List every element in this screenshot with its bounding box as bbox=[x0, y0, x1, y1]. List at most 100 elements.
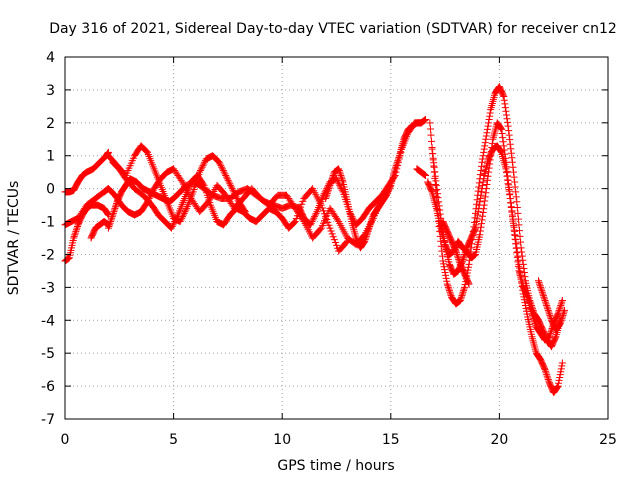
data-point bbox=[477, 167, 485, 175]
data-point bbox=[298, 200, 306, 208]
data-point bbox=[519, 290, 527, 298]
data-point bbox=[293, 212, 301, 220]
data-point bbox=[435, 202, 443, 210]
data-point bbox=[218, 163, 226, 171]
data-point bbox=[327, 227, 335, 235]
data-point bbox=[473, 218, 481, 226]
data-point bbox=[513, 248, 521, 256]
data-point bbox=[474, 187, 482, 195]
data-point bbox=[71, 231, 79, 239]
data-point bbox=[324, 188, 332, 196]
data-point bbox=[505, 131, 513, 139]
series-track-13 bbox=[428, 142, 566, 397]
data-point bbox=[317, 201, 325, 209]
data-point bbox=[311, 213, 319, 221]
data-point bbox=[545, 377, 553, 385]
data-point bbox=[510, 223, 518, 231]
data-point bbox=[480, 175, 488, 183]
data-point bbox=[70, 232, 78, 240]
data-point bbox=[181, 208, 189, 216]
data-point bbox=[506, 140, 514, 148]
data-point bbox=[479, 208, 487, 216]
data-point bbox=[508, 154, 516, 162]
data-point bbox=[106, 219, 114, 227]
data-point bbox=[544, 374, 552, 382]
data-point bbox=[364, 227, 372, 235]
data-point bbox=[555, 376, 563, 384]
data-point bbox=[508, 158, 516, 166]
data-point bbox=[502, 107, 510, 115]
data-point bbox=[422, 116, 430, 124]
data-point bbox=[541, 297, 549, 305]
data-point bbox=[71, 229, 79, 237]
data-point bbox=[507, 149, 515, 157]
data-point bbox=[502, 169, 510, 177]
data-point bbox=[475, 204, 483, 212]
data-point bbox=[479, 212, 487, 220]
data-point bbox=[504, 122, 512, 130]
data-point bbox=[536, 280, 544, 288]
data-point bbox=[199, 180, 207, 188]
data-point bbox=[432, 187, 440, 195]
data-point bbox=[433, 185, 441, 193]
data-point bbox=[505, 183, 513, 191]
series-track-4 bbox=[87, 218, 112, 242]
data-point bbox=[337, 171, 345, 179]
data-point bbox=[558, 315, 566, 323]
data-point bbox=[322, 213, 330, 221]
data-point bbox=[328, 230, 336, 238]
y-tick-label: 2 bbox=[46, 116, 55, 132]
data-point bbox=[556, 305, 564, 313]
data-point bbox=[442, 274, 450, 282]
data-point bbox=[322, 195, 330, 203]
data-point bbox=[335, 180, 343, 188]
data-point bbox=[543, 371, 551, 379]
data-point bbox=[502, 111, 510, 119]
data-point bbox=[219, 167, 227, 175]
data-point bbox=[323, 191, 331, 199]
y-tick-label: 3 bbox=[46, 83, 55, 99]
data-point bbox=[537, 285, 545, 293]
data-point bbox=[309, 216, 317, 224]
data-point bbox=[225, 178, 233, 186]
data-point bbox=[104, 224, 112, 232]
grid-lines bbox=[65, 57, 608, 419]
data-point bbox=[500, 96, 508, 104]
data-point bbox=[311, 211, 319, 219]
data-point bbox=[427, 131, 435, 139]
data-point bbox=[508, 211, 516, 219]
data-point bbox=[479, 152, 487, 160]
data-point bbox=[452, 247, 460, 255]
data-point bbox=[327, 178, 335, 186]
data-point bbox=[479, 178, 487, 186]
data-point bbox=[365, 226, 373, 234]
data-point bbox=[111, 203, 119, 211]
y-tick-label: -5 bbox=[41, 346, 55, 362]
data-point bbox=[325, 185, 333, 193]
data-point bbox=[338, 176, 346, 184]
data-point bbox=[432, 177, 440, 185]
data-point bbox=[536, 282, 544, 290]
x-tick-label: 5 bbox=[169, 432, 178, 448]
data-point bbox=[292, 215, 300, 223]
data-point bbox=[324, 186, 332, 194]
y-tick-label: 4 bbox=[46, 50, 55, 66]
data-point bbox=[558, 313, 566, 321]
data-point bbox=[505, 187, 513, 195]
x-tick-label: 20 bbox=[490, 432, 508, 448]
data-point bbox=[472, 224, 480, 232]
data-point bbox=[511, 183, 519, 191]
data-point bbox=[431, 168, 439, 176]
y-tick-label: -4 bbox=[41, 313, 55, 329]
data-point bbox=[299, 216, 307, 224]
data-point bbox=[462, 247, 470, 255]
data-point bbox=[220, 168, 228, 176]
data-point bbox=[558, 362, 566, 370]
data-point bbox=[556, 320, 564, 328]
data-point bbox=[553, 384, 561, 392]
data-point bbox=[436, 206, 444, 214]
data-point bbox=[326, 181, 334, 189]
y-axis-ticks: -7 -6 -5 -4 -3 -2 -1 0 1 2 3 4 bbox=[41, 50, 608, 428]
data-point bbox=[475, 201, 483, 209]
